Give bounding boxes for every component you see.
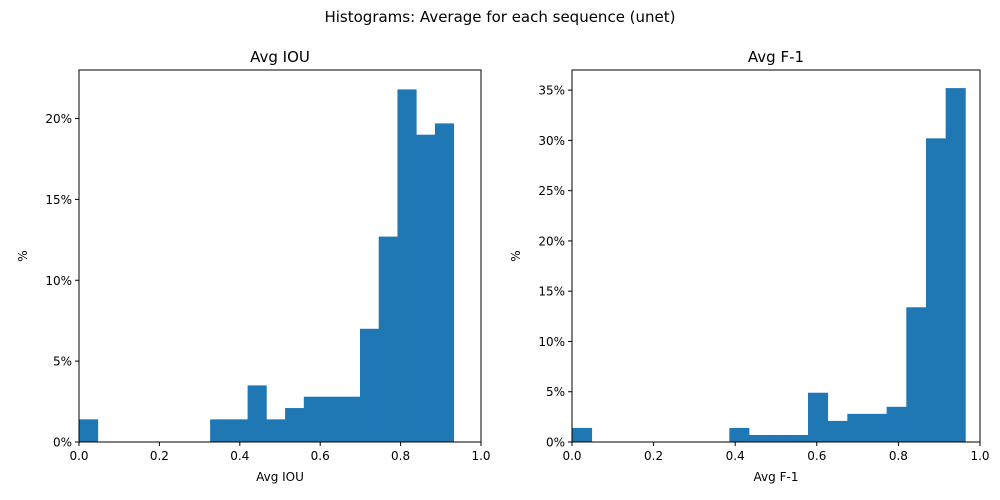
histogram-bar: [788, 434, 809, 442]
histogram-bar: [572, 427, 593, 442]
histogram-bar: [847, 413, 868, 442]
histogram-bar: [945, 88, 966, 443]
histogram-bar: [79, 419, 99, 442]
y-tick-label: 5%: [53, 355, 72, 369]
histogram-bar: [906, 307, 927, 442]
x-tick-label: 1.0: [970, 449, 989, 463]
x-tick-label: 0.8: [391, 449, 410, 463]
subplot-title: Avg IOU: [250, 48, 310, 66]
x-tick-label: 0.8: [889, 449, 908, 463]
subplot-title: Avg F-1: [748, 48, 804, 66]
x-tick-label: 0.2: [150, 449, 169, 463]
y-tick-label: 15%: [45, 193, 72, 207]
y-tick-label: 35%: [538, 84, 565, 98]
y-tick-label: 0%: [546, 436, 565, 450]
x-tick-label: 0.4: [230, 449, 249, 463]
histogram-bar: [416, 134, 436, 442]
y-tick-label: 15%: [538, 285, 565, 299]
histogram-bar: [866, 413, 888, 442]
histogram-bar: [247, 385, 267, 442]
histogram-bar: [210, 419, 230, 442]
y-axis-label: %: [509, 250, 523, 261]
axes-frame: [78, 69, 482, 443]
y-axis-label: %: [16, 250, 30, 261]
histogram-bar: [807, 392, 829, 442]
x-tick-label: 0.6: [807, 449, 826, 463]
histogram-bar: [303, 396, 323, 442]
y-tick-label: 10%: [45, 274, 72, 288]
histogram-panel-1: 0.0 0.2 0.4 0.6 0.8 1.0 0% 5% 10% 15% 20% Avg IOU Av…: [16, 48, 491, 484]
x-tick-label: 0.2: [644, 449, 663, 463]
histogram-bar: [285, 408, 305, 442]
y-tick-label: 10%: [538, 335, 565, 349]
x-tick-label: 0.0: [69, 449, 88, 463]
axes-frame: [571, 69, 981, 443]
x-tick-label: 0.0: [562, 449, 581, 463]
histogram-bar: [341, 396, 361, 442]
histogram-bar: [768, 434, 789, 442]
histogram-bar: [827, 420, 848, 442]
y-tick-label: 20%: [538, 234, 565, 248]
histogram-bar: [359, 328, 380, 442]
x-tick-label: 0.6: [311, 449, 330, 463]
y-tick-label: 0%: [53, 436, 72, 450]
histogram-bar: [729, 427, 750, 442]
x-axis-label: Avg IOU: [256, 470, 304, 484]
x-tick-label: 0.4: [726, 449, 745, 463]
x-axis-label: Avg F-1: [754, 470, 799, 484]
histogram-panel-2: 0.0 0.2 0.4 0.6 0.8 1.0 0% 5% 10% 15% 20% 25% 30% 35%…: [509, 48, 990, 484]
histogram-bar: [378, 236, 398, 442]
histogram-bar: [434, 123, 455, 443]
y-tick-label: 30%: [538, 134, 565, 148]
histogram-bar: [228, 419, 248, 442]
histogram-bar: [266, 419, 286, 442]
figure-title: Histograms: Average for each sequence (u…: [324, 8, 676, 26]
y-tick-label: 25%: [538, 184, 565, 198]
histogram-bar: [322, 396, 342, 442]
x-tick-label: 1.0: [471, 449, 490, 463]
histogram-bar: [925, 138, 947, 443]
histogram-bar: [748, 434, 770, 442]
histogram-bar: [397, 89, 417, 443]
histogram-bar: [886, 406, 907, 442]
y-tick-label: 5%: [546, 385, 565, 399]
y-tick-label: 20%: [45, 112, 72, 126]
